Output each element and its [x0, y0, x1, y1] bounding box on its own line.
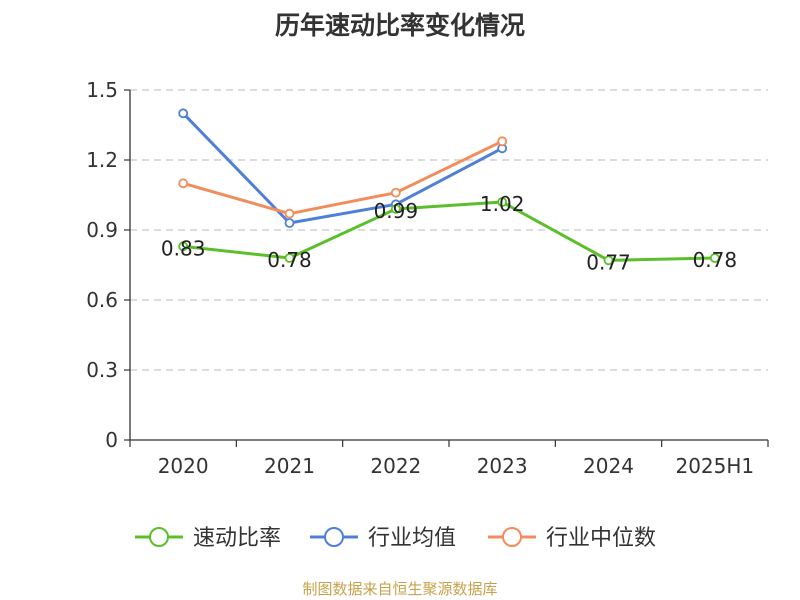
data-labels: 0.83 0.78 0.99 1.02 0.77 0.78 — [161, 192, 737, 274]
legend-swatch-marker — [324, 527, 344, 547]
data-point — [284, 218, 295, 228]
x-tick-label: 2024 — [583, 454, 634, 478]
axes: 0 0.3 0.6 0.9 1.2 1.5 2020 2021 2022 2023 2024 2025… — [86, 78, 769, 478]
grid-lines — [130, 89, 768, 371]
series-lines — [178, 108, 720, 266]
data-point — [390, 187, 401, 198]
data-point — [497, 197, 508, 207]
x-tick-label: 2025H1 — [675, 454, 754, 478]
y-tick-label: 1.2 — [86, 148, 118, 172]
legend-swatch-marker — [502, 527, 522, 547]
legend: 速动比率 行业均值 行业中位数 — [135, 526, 656, 551]
data-point — [603, 255, 614, 266]
data-point — [497, 136, 508, 147]
y-tick-label: 0.9 — [86, 218, 118, 242]
x-tick-label: 2023 — [477, 454, 528, 478]
data-point — [709, 253, 720, 263]
data-point — [284, 253, 295, 263]
chart-title: 历年速动比率变化情况 — [274, 11, 525, 40]
x-tick-label: 2020 — [158, 454, 209, 478]
series-line-0 — [183, 200, 715, 262]
legend-swatch-marker — [149, 527, 169, 547]
y-tick-label: 0 — [105, 428, 118, 452]
data-label: 1.02 — [480, 192, 525, 216]
data-label: 0.78 — [693, 248, 738, 272]
source-note: 制图数据来自恒生聚源数据库 — [302, 580, 498, 598]
data-label: 0.83 — [161, 236, 206, 260]
series-line-1 — [182, 112, 503, 225]
data-point — [390, 204, 401, 214]
legend-label[interactable]: 行业均值 — [368, 526, 456, 551]
data-point — [178, 178, 189, 189]
series-line-2 — [182, 139, 503, 216]
y-tick-label: 1.5 — [86, 78, 118, 102]
legend-label[interactable]: 速动比率 — [193, 526, 281, 551]
x-tick-label: 2021 — [264, 454, 315, 478]
y-tick-label: 0.6 — [86, 288, 118, 312]
data-label: 0.78 — [267, 248, 312, 272]
data-point — [178, 241, 189, 252]
data-point — [284, 208, 295, 219]
y-tick-label: 0.3 — [86, 358, 118, 382]
data-label: 0.77 — [586, 250, 631, 274]
data-point — [178, 108, 189, 119]
data-label: 0.99 — [374, 199, 419, 223]
legend-label[interactable]: 行业中位数 — [546, 526, 656, 551]
x-tick-label: 2022 — [370, 454, 421, 478]
